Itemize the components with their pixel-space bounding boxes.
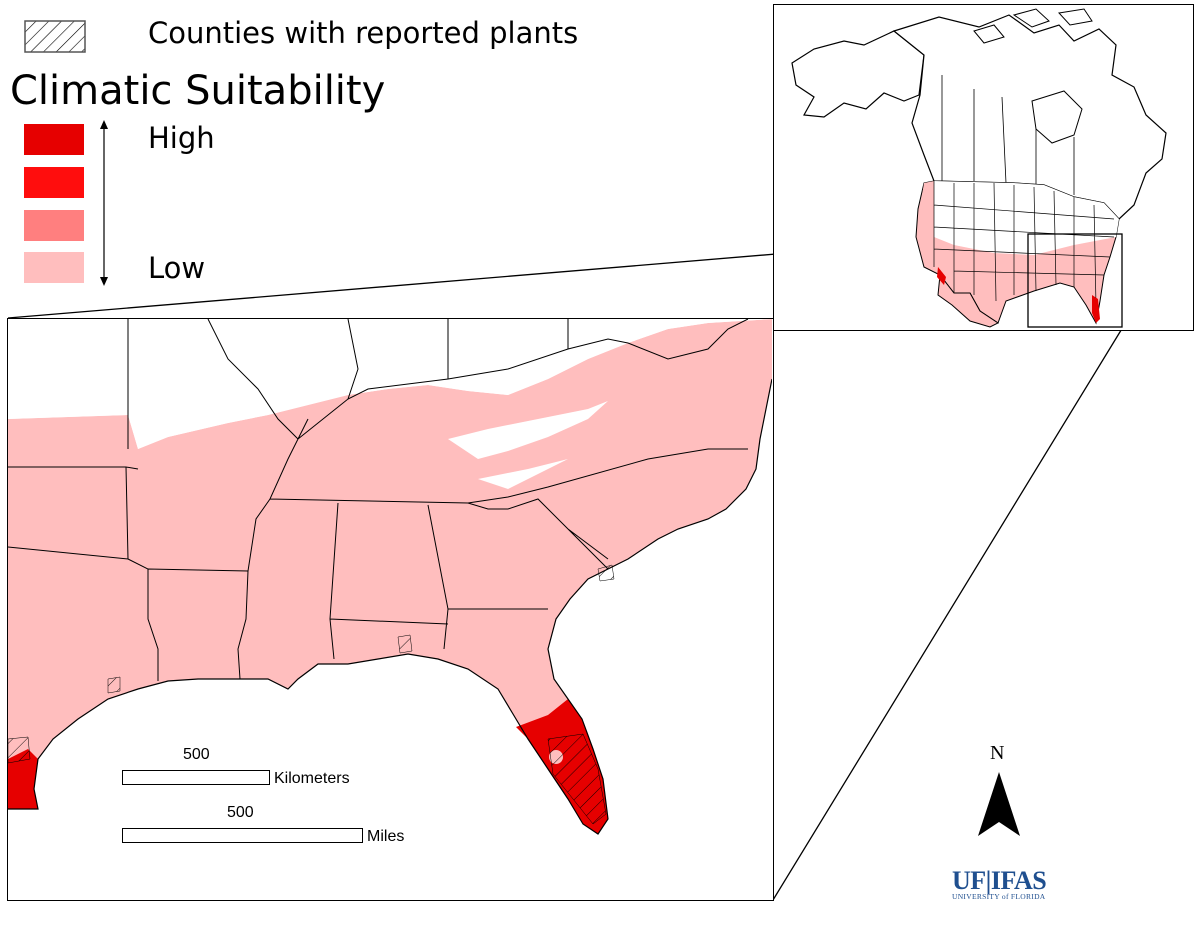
north-america-map [791,8,1167,328]
swatch-medium [24,210,84,241]
logo-main-text: UF|IFAS [952,866,1047,895]
gradient-arrow [100,120,108,286]
north-arrow-label: N [990,742,1005,764]
km-scale-unit: Kilometers [274,770,350,787]
mi-scale-bar [122,828,363,843]
legend-title: Climatic Suitability [10,68,386,114]
hatch-swatch [24,20,86,53]
high-suitability-texas [8,749,38,809]
swatch-very-high [24,124,84,155]
main-map [7,318,774,901]
low-label: Low [148,251,206,285]
swatch-low [24,252,84,283]
north-arrow: N [972,742,1028,842]
km-scale-value: 500 [183,746,210,763]
low-suitability-region [8,319,772,834]
southeast-us-map [8,319,772,835]
overview-map [773,4,1194,331]
mi-scale-unit: Miles [367,828,405,845]
logo-sub-text: UNIVERSITY of FLORIDA [952,892,1046,901]
km-scale-bar [122,770,270,785]
uf-ifas-logo: UF|IFAS UNIVERSITY of FLORIDA [952,866,1052,906]
high-label: High [148,121,215,155]
legend: Counties with reported plants Climatic S… [0,0,600,300]
swatch-high [24,167,84,198]
mi-scale-value: 500 [227,804,254,821]
north-arrow-icon [978,772,1020,836]
hatch-label: Counties with reported plants [148,16,579,50]
